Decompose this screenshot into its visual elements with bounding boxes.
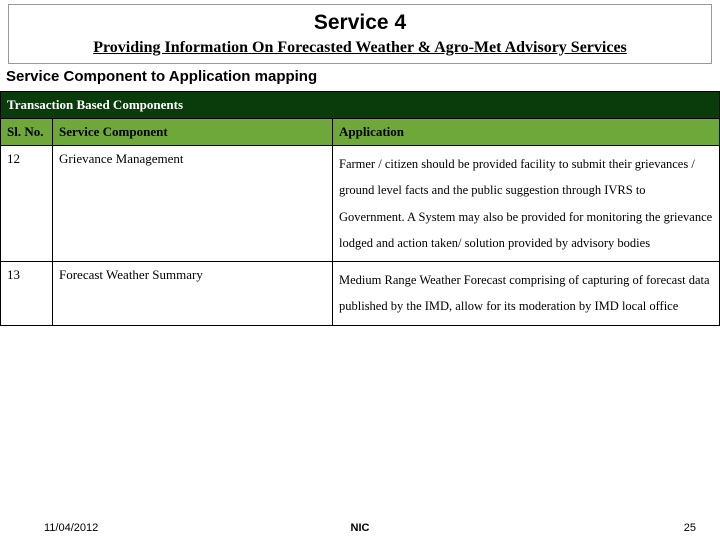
table-row: 13 Forecast Weather Summary Medium Range… — [1, 262, 720, 326]
footer-center: NIC — [351, 522, 370, 534]
cell-component: Forecast Weather Summary — [53, 262, 333, 326]
footer: 11/04/2012 NIC 25 — [0, 522, 720, 534]
cell-slno: 13 — [1, 262, 53, 326]
footer-date: 11/04/2012 — [44, 522, 98, 534]
col-header-component: Service Component — [53, 119, 333, 146]
components-table: Transaction Based Components Sl. No. Ser… — [0, 91, 720, 326]
table-row: 12 Grievance Management Farmer / citizen… — [1, 146, 720, 262]
section-label: Service Component to Application mapping — [6, 68, 720, 85]
cell-slno: 12 — [1, 146, 53, 262]
col-header-application: Application — [333, 119, 720, 146]
cell-application: Farmer / citizen should be provided faci… — [333, 146, 720, 262]
footer-page: 25 — [684, 522, 696, 534]
page-subtitle: Providing Information On Forecasted Weat… — [13, 39, 707, 57]
col-header-slno: Sl. No. — [1, 119, 53, 146]
cell-component: Grievance Management — [53, 146, 333, 262]
table-super-header: Transaction Based Components — [1, 92, 720, 119]
page-title: Service 4 — [13, 11, 707, 35]
cell-application: Medium Range Weather Forecast comprising… — [333, 262, 720, 326]
title-box: Service 4 Providing Information On Forec… — [8, 4, 712, 64]
